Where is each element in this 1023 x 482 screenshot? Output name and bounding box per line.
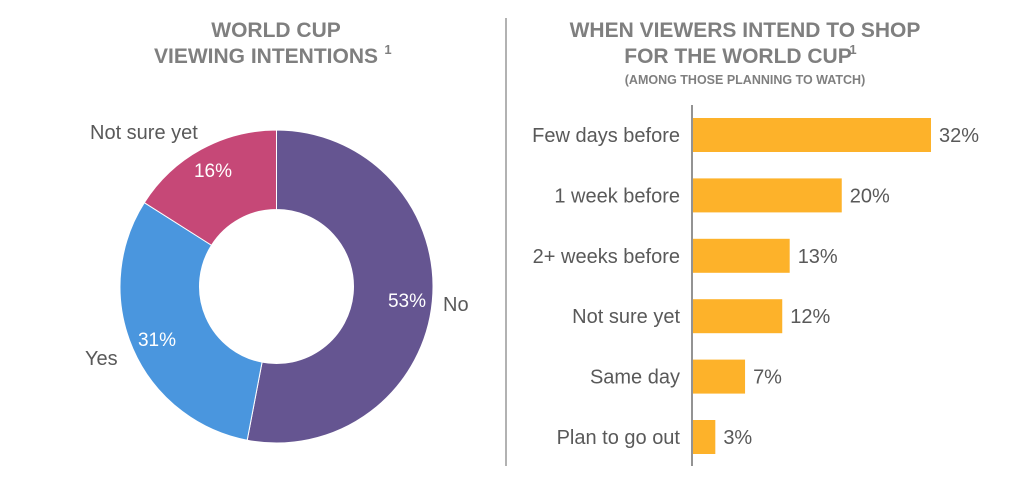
- donut-slice-no: [246, 129, 434, 444]
- donut-chart: 53% No 31% Yes 16% Not sure yet: [85, 122, 469, 444]
- bar-title-line-1: WHEN VIEWERS INTEND TO SHOP: [570, 19, 921, 42]
- bar-value-label: 13%: [798, 246, 838, 268]
- bar-value-label: 3%: [723, 427, 752, 449]
- bar-value-label: 32%: [939, 125, 979, 147]
- bar-subtitle: (AMONG THOSE PLANNING TO WATCH): [625, 73, 866, 87]
- bar-title-footnote: 1: [849, 42, 856, 57]
- donut-title-line-1: WORLD CUP: [211, 19, 341, 42]
- bar: [693, 299, 783, 334]
- bar-category-label: Same day: [590, 367, 680, 389]
- bar-value-label: 12%: [790, 306, 830, 328]
- donut-slice-not-sure-yet: [143, 129, 277, 246]
- donut-value-label: 16%: [194, 161, 232, 182]
- donut-slice-yes: [119, 201, 263, 441]
- bar: [693, 420, 716, 454]
- bar-value-label: 7%: [753, 367, 782, 389]
- donut-title-footnote: 1: [384, 42, 391, 57]
- bar-category-label: Plan to go out: [557, 427, 681, 449]
- bar-category-label: Few days before: [532, 125, 680, 147]
- donut-category-label: Not sure yet: [90, 122, 198, 144]
- bar: [693, 359, 746, 394]
- bar-title-line-2: FOR THE WORLD CUP: [624, 45, 851, 68]
- donut-category-label: No: [443, 294, 469, 316]
- bar: [693, 178, 842, 213]
- bar-chart: Few days before 32% 1 week before 20% 2+ wee…: [532, 105, 979, 466]
- bar-category-label: Not sure yet: [572, 306, 680, 328]
- bar-category-label: 1 week before: [554, 185, 680, 207]
- donut-value-label: 31%: [138, 330, 176, 351]
- donut-title-line-2: VIEWING INTENTIONS: [154, 45, 378, 68]
- donut-category-label: Yes: [85, 348, 118, 370]
- bar-category-label: 2+ weeks before: [533, 246, 680, 268]
- bar-value-label: 20%: [850, 185, 890, 207]
- donut-value-label: 53%: [388, 291, 426, 312]
- bar: [693, 118, 931, 152]
- bar: [693, 238, 790, 273]
